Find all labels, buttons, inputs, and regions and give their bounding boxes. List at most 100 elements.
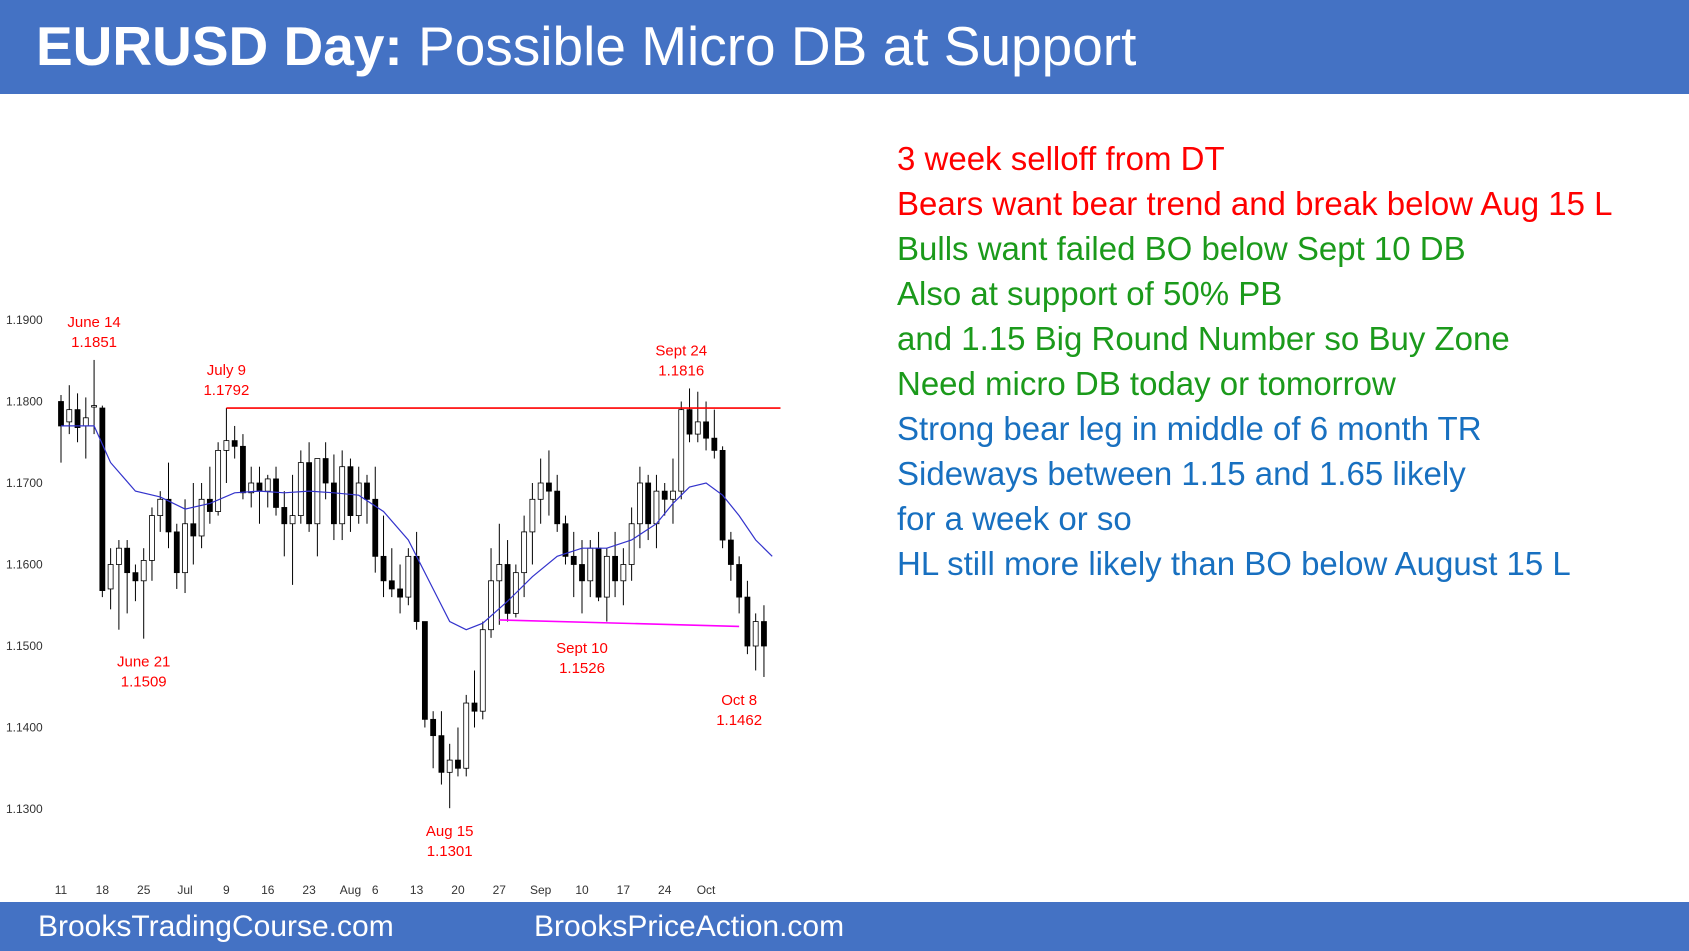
chart-annotation: June 21	[117, 654, 170, 671]
bull-candle	[446, 759, 453, 773]
note-line: Bears want bear trend and break below Au…	[897, 185, 1613, 222]
bear-candle	[686, 409, 693, 435]
chart-annotation: 1.1816	[658, 362, 704, 379]
bull-candle	[215, 449, 222, 512]
bull-candle	[637, 482, 643, 525]
bull-candle	[140, 560, 147, 582]
bear-candle	[554, 490, 561, 525]
bull-candle	[405, 555, 412, 598]
bear-candle	[388, 580, 395, 590]
bear-candle	[711, 437, 718, 451]
footer-bar: BrooksTradingCourse.com BrooksPriceActio…	[0, 902, 1689, 951]
x-tick-label: Jul	[177, 883, 192, 897]
chart-annotation: Sept 10	[556, 640, 608, 657]
bull-candle	[521, 531, 528, 574]
x-tick-label: 18	[96, 883, 110, 897]
bear-candle	[124, 547, 131, 574]
bull-candle	[752, 621, 759, 647]
note-line: for a week or so	[897, 500, 1132, 537]
chart-annotation: 1.1851	[71, 334, 117, 351]
bear-candle	[380, 555, 387, 582]
bear-candle	[703, 421, 709, 439]
bear-candle	[58, 401, 64, 427]
note-line: Strong bear leg in middle of 6 month TR	[897, 410, 1482, 447]
x-tick-label: 9	[223, 883, 230, 897]
bear-candle	[413, 555, 420, 622]
note-line: and 1.15 Big Round Number so Buy Zone	[897, 320, 1510, 357]
chart-annotation: Oct 8	[721, 692, 757, 709]
bull-candle	[182, 523, 188, 574]
bear-candle	[661, 490, 668, 500]
y-tick-label: 1.1800	[6, 395, 43, 409]
page-title: EURUSD Day: Possible Micro DB at Support	[36, 14, 1136, 78]
bear-candle	[471, 702, 478, 712]
bear-candle	[562, 523, 569, 557]
bear-candle	[322, 458, 329, 484]
bull-candle	[297, 462, 304, 516]
bear-candle	[256, 482, 263, 492]
chart-annotation: 1.1462	[716, 712, 762, 729]
chart-annotation: 1.1301	[427, 843, 473, 860]
ema-line	[61, 425, 773, 631]
y-tick-label: 1.1300	[6, 802, 43, 816]
bear-candle	[347, 466, 354, 517]
note-line: 3 week selloff from DT	[897, 140, 1225, 177]
bull-candle	[653, 490, 660, 525]
x-tick-label: Oct	[697, 883, 716, 897]
bull-candle	[537, 482, 544, 500]
bull-candle	[355, 482, 362, 516]
bear-candle	[372, 498, 379, 557]
price-chart: 1.1300 1.1400 1.1500 1.1600 1.1700 1.1800 1.19…	[6, 313, 781, 897]
x-tick-label: Aug	[340, 883, 361, 897]
bull-candle	[628, 523, 635, 565]
bear-candle	[165, 498, 172, 533]
y-tick-label: 1.1400	[6, 721, 43, 735]
bull-candle	[157, 498, 164, 516]
bear-candle	[397, 588, 403, 598]
bear-candle	[273, 478, 279, 508]
bear-candle	[438, 735, 445, 773]
bull-candle	[603, 555, 610, 598]
bear-candle	[74, 409, 81, 428]
note-line: Bulls want failed BO below Sept 10 DB	[897, 230, 1466, 267]
bear-candle	[761, 621, 767, 647]
note-line: Sideways between 1.15 and 1.65 likely	[897, 455, 1466, 492]
note-line: Need micro DB today or tomorrow	[897, 365, 1396, 402]
bear-candle	[231, 440, 238, 447]
y-tick-label: 1.1900	[6, 313, 43, 327]
x-tick-label: 11	[55, 883, 68, 897]
bear-candle	[190, 523, 197, 537]
bull-candle	[463, 702, 470, 769]
x-tick-label: 6	[372, 883, 379, 897]
x-tick-label: 10	[575, 883, 589, 897]
note-line: HL still more likely than BO below Augus…	[897, 545, 1571, 582]
support-line	[499, 619, 740, 628]
bull-candle	[248, 482, 255, 494]
bull-candle	[289, 515, 296, 525]
bull-candle	[678, 409, 685, 492]
y-tick-label: 1.1500	[6, 639, 43, 653]
x-tick-label: 27	[493, 883, 507, 897]
title-instrument: EURUSD Day:	[36, 15, 403, 77]
bull-candle	[496, 564, 503, 582]
x-tick-label: 17	[617, 883, 631, 897]
chart-annotation: 1.1509	[121, 674, 167, 691]
bear-candle	[240, 445, 246, 494]
chart-annotation: 1.1526	[559, 660, 605, 677]
x-tick-label: 13	[410, 883, 424, 897]
bear-candle	[430, 718, 437, 737]
bear-candle	[306, 462, 313, 525]
bull-candle	[91, 405, 97, 408]
x-tick-label: 24	[658, 883, 672, 897]
bear-candle	[645, 482, 652, 525]
bear-candle	[99, 407, 106, 591]
bull-candle	[479, 629, 486, 712]
title-subtitle: Possible Micro DB at Support	[418, 15, 1137, 77]
bear-candle	[455, 759, 461, 769]
bull-candle	[82, 417, 89, 427]
x-tick-label: 20	[451, 883, 465, 897]
chart-annotation: Sept 24	[655, 342, 707, 359]
bull-candle	[529, 498, 536, 533]
footer-right-website: BrooksPriceAction.com	[534, 910, 845, 943]
bull-candle	[694, 421, 701, 435]
